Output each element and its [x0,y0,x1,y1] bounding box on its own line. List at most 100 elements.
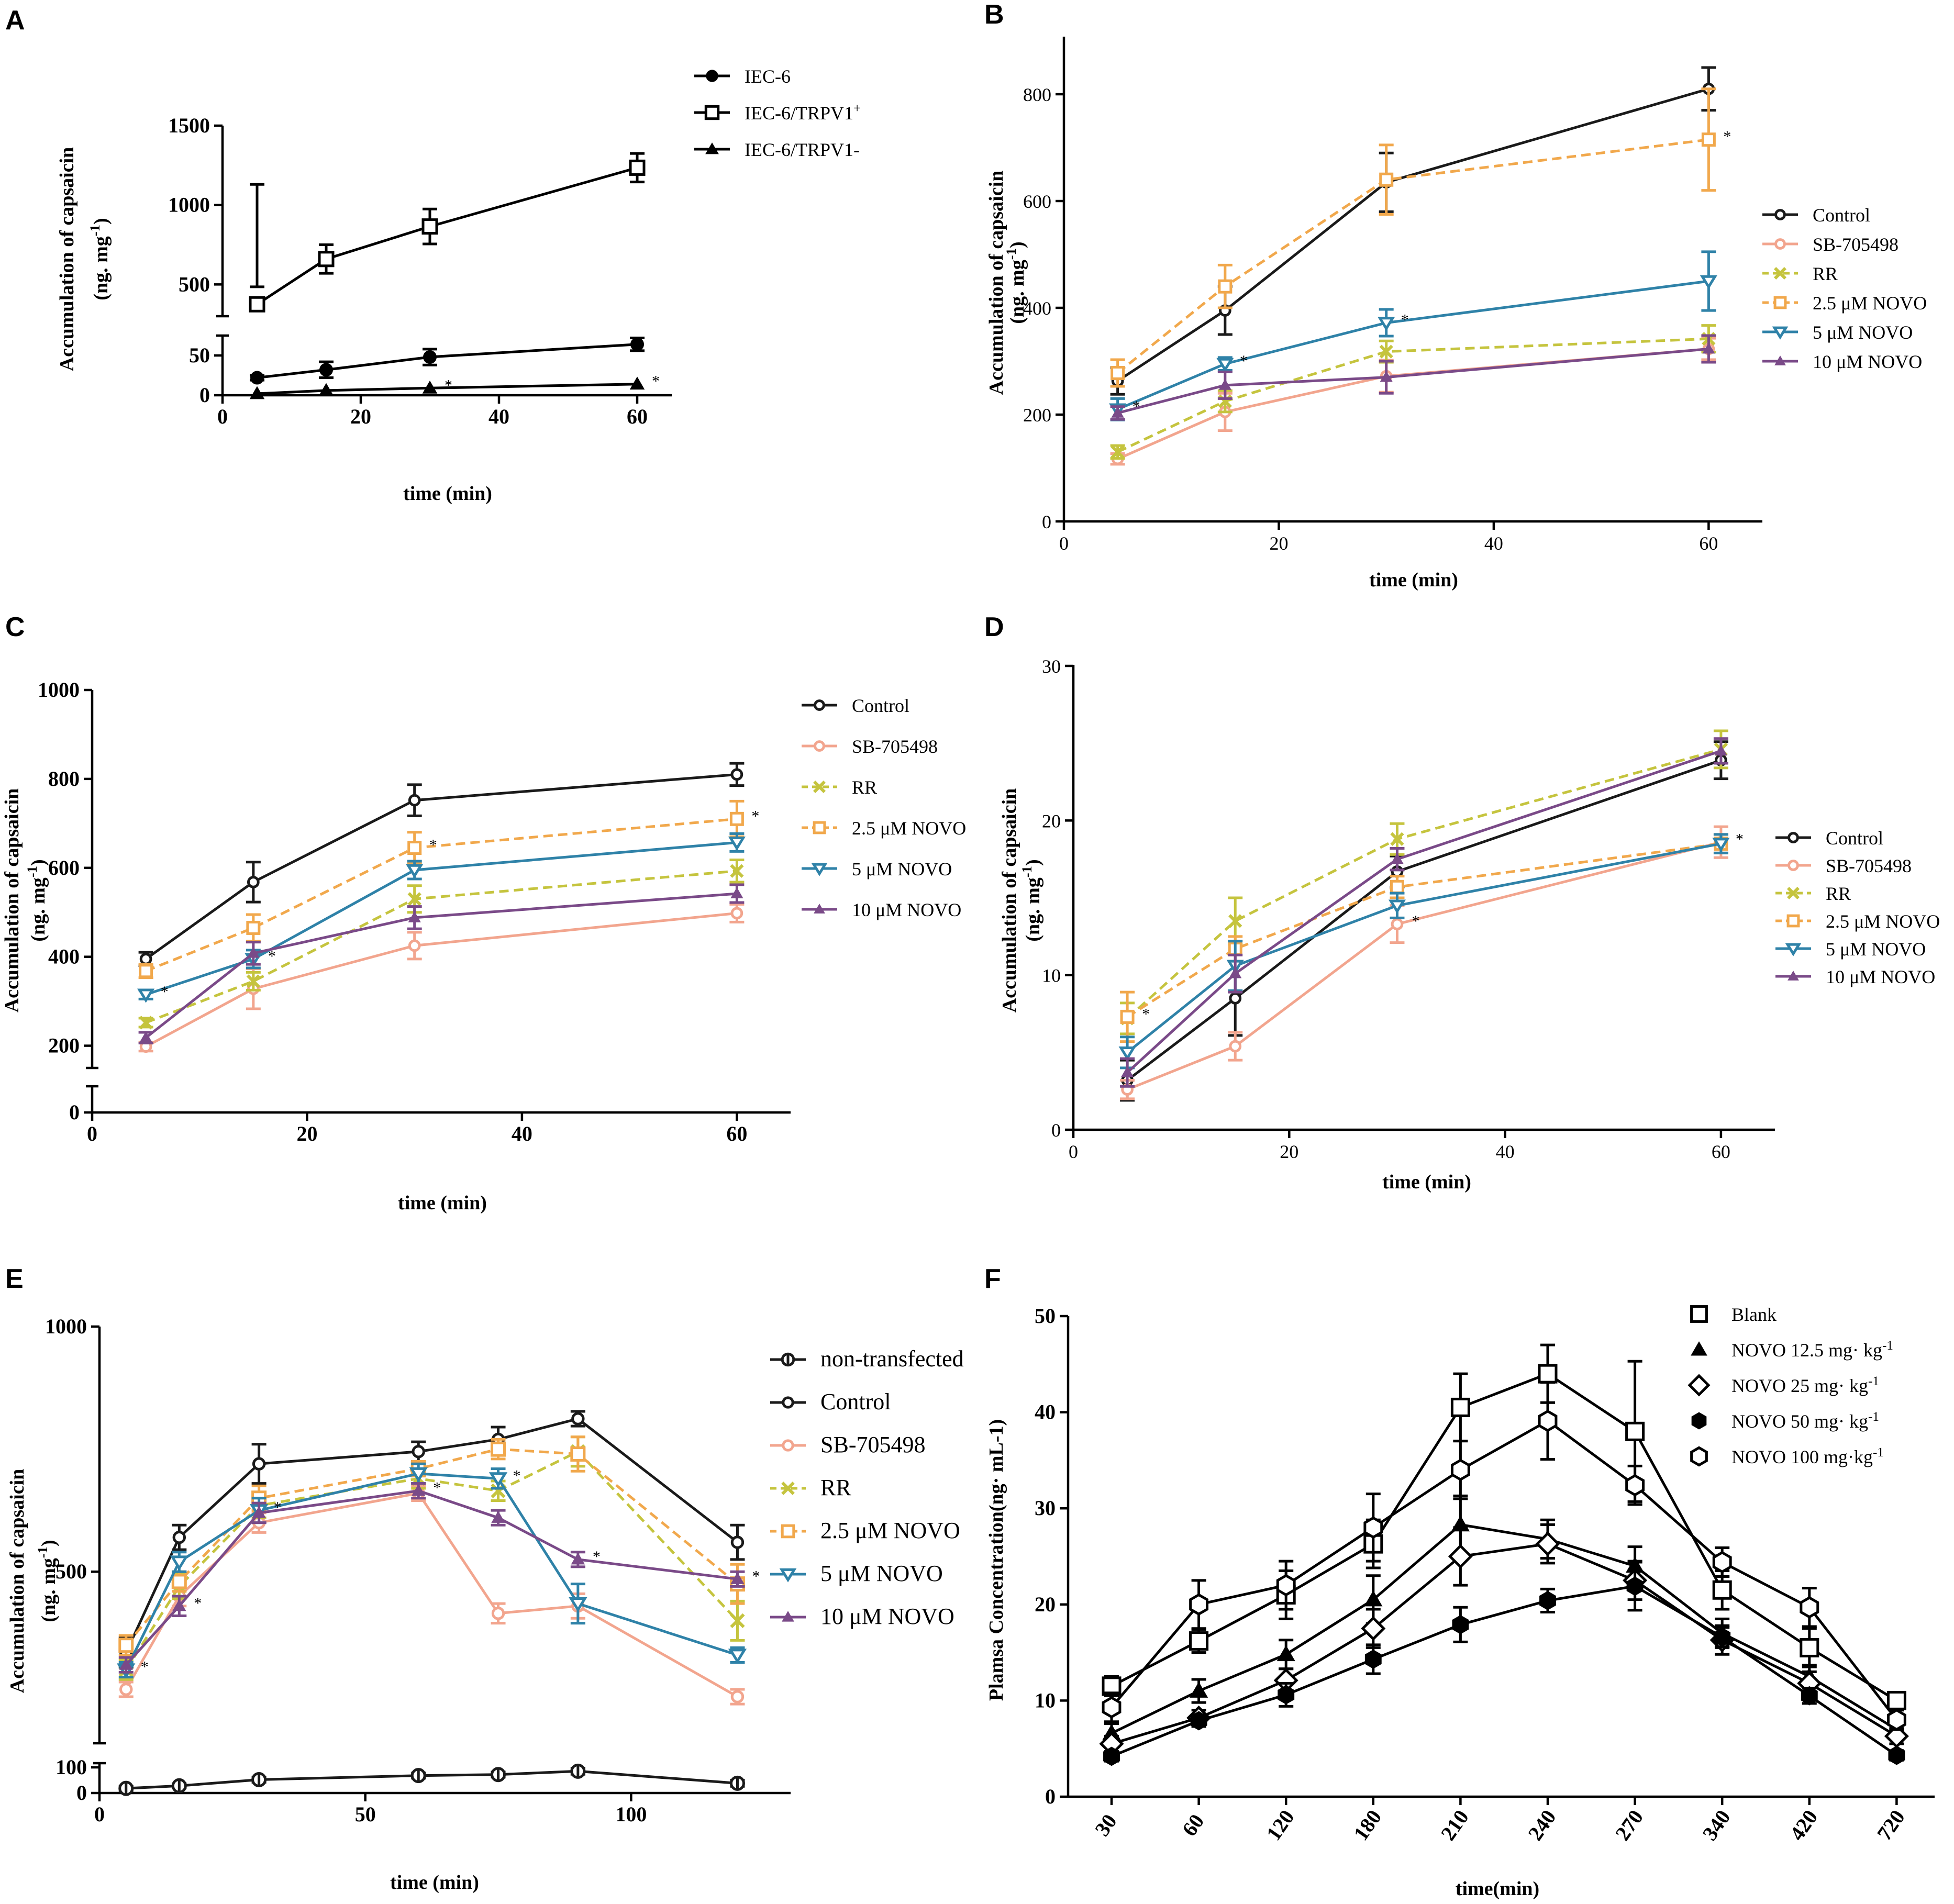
legend-item: 10 μM NOVO [1762,351,1922,372]
y-axis-label: Accumulation of capsaicin [998,788,1020,1013]
series-sb-705498 [118,1484,745,1706]
series-line [1111,1372,1897,1702]
data-point [570,1446,586,1462]
data-point [407,841,422,855]
legend-label: 10 μM NOVO [820,1604,954,1629]
legend-label: IEC-6/TRPV1- [745,139,860,160]
data-point [1800,1596,1819,1619]
data-point [1714,744,1728,756]
series-blank [1102,1343,1906,1710]
legend-label: 2.5 μM NOVO [852,818,966,839]
data-point [1625,1474,1645,1497]
data-point [139,964,153,978]
data-point [1801,1686,1818,1706]
data-point [250,371,264,385]
significance-star: * [1723,128,1731,146]
series-10-m-novo: * * * * [118,1479,760,1674]
data-point [422,381,438,394]
legend-item: NOVO 50 mg· kg-1 [1691,1410,1879,1432]
x-tick-label: 0 [1069,1141,1078,1162]
data-point [1535,1531,1560,1556]
data-point [1800,1638,1819,1657]
data-point [1216,358,1234,372]
data-point [1538,1364,1558,1384]
y-tick-label: 500 [55,1560,87,1583]
data-point [1102,1696,1122,1719]
series-control [1110,66,1716,396]
legend-marker [1773,266,1787,280]
x-category-label: 180 [1349,1806,1386,1845]
x-axis-label: time(min) [1456,1878,1539,1900]
data-point [1701,132,1716,147]
series-control [138,762,745,967]
data-point [408,794,421,807]
legend-item: NOVO 25 mg· kg-1 [1687,1374,1879,1397]
legend-item: Control [802,695,909,716]
data-point [1118,1046,1136,1061]
legend-label: IEC-6/TRPV1+ [745,102,861,124]
data-point [1190,1682,1208,1698]
data-point [629,159,646,176]
data-point [170,1555,188,1571]
legend-marker [814,904,825,914]
legend-label: 5 μM NOVO [852,859,952,879]
series-line [145,773,737,960]
data-point [408,911,421,922]
series-line [145,870,737,1024]
series-novo-50-mg-kg-1 [1103,1561,1905,1766]
legend-item: SB-705498 [770,1432,925,1457]
data-point [319,363,333,377]
legend-label: 2.5 μM NOVO [1826,911,1940,932]
legend-marker [781,1524,795,1539]
legend-label: Blank [1731,1304,1777,1325]
x-axis-label: time (min) [390,1872,479,1894]
legend-item: RR [1762,263,1838,284]
data-point [730,864,744,878]
y-tick-label: 50 [189,343,210,367]
data-point [252,1457,266,1471]
y-tick-label: 200 [48,1034,80,1057]
legend-marker [1773,296,1787,309]
data-point [1218,279,1233,294]
data-point [119,1683,133,1696]
data-point [1228,914,1242,928]
data-point [630,337,644,351]
data-point [569,1597,587,1612]
series-iec-6-trpv1- [249,152,646,313]
data-point [1391,853,1404,864]
legend-item: RR [1775,883,1851,904]
legend-item: Blank [1690,1304,1777,1325]
x-axis-label: time (min) [403,483,492,505]
series-2-5-m-novo [118,1435,745,1656]
data-point [1276,1574,1296,1597]
data-point [491,1441,506,1457]
data-point [1364,1590,1383,1607]
y-axis-unit: (ng. mg-1) [1003,241,1028,324]
legend-D: Control SB-705498 RR 2.5 μM NOVO 5 μM NOVO 10… [1775,828,1940,987]
legend-label: SB-705498 [820,1432,925,1457]
series-line [145,911,737,1048]
y-tick-label: 600 [1023,191,1051,212]
data-point [249,386,265,399]
data-point [1361,1616,1386,1641]
significance-star: * [194,1595,202,1612]
x-category-label: 420 [1785,1806,1822,1845]
legend-label: 2.5 μM NOVO [1813,293,1927,314]
series-2-5-m-novo: * [1110,87,1731,388]
series-iec-6-trpv1-: * * [249,373,660,399]
data-point [409,1467,428,1483]
legend-marker [1691,1412,1707,1430]
y-axis-unit: (ng. mg-1) [1019,859,1044,941]
x-category-label: 340 [1698,1806,1735,1845]
data-point [247,876,260,888]
series-sb-705498 [138,903,745,1053]
series-line [125,1491,738,1698]
series-sb-705498: ** [1120,825,1744,1100]
legend-label: 5 μM NOVO [1826,939,1926,960]
data-point [730,887,743,898]
x-tick-label: 60 [726,1122,747,1145]
x-category-label: 270 [1611,1806,1648,1845]
legend-item: 2.5 μM NOVO [802,818,966,839]
y-tick-label: 40 [1035,1400,1056,1424]
legend-B: Control SB-705498 RR 2.5 μM NOVO 5 μM NOVO 10… [1762,205,1927,372]
